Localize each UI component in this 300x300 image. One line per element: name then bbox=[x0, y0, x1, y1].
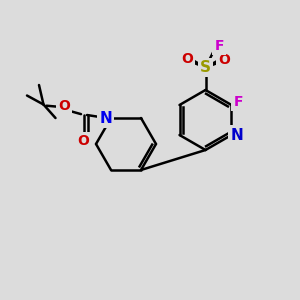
Text: F: F bbox=[214, 39, 224, 53]
Text: N: N bbox=[99, 110, 112, 125]
Text: O: O bbox=[77, 134, 89, 148]
Text: F: F bbox=[233, 95, 243, 109]
Text: N: N bbox=[230, 128, 243, 142]
Text: O: O bbox=[181, 52, 193, 66]
Text: S: S bbox=[200, 60, 211, 75]
Text: O: O bbox=[58, 99, 70, 113]
Text: O: O bbox=[218, 53, 230, 67]
